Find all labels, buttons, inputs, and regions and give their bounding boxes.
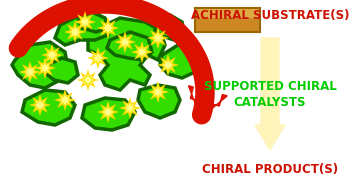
Polygon shape [102,106,114,118]
Polygon shape [54,89,76,111]
Polygon shape [157,54,179,76]
Polygon shape [124,102,136,114]
Polygon shape [22,90,75,125]
Polygon shape [152,86,164,98]
Polygon shape [136,46,148,58]
Polygon shape [92,52,104,64]
Polygon shape [160,45,198,78]
Polygon shape [79,16,91,28]
Polygon shape [87,47,109,69]
Polygon shape [147,27,169,49]
Polygon shape [152,32,164,44]
Polygon shape [64,21,86,43]
Polygon shape [34,99,46,111]
Polygon shape [46,49,58,61]
Polygon shape [155,15,185,40]
Polygon shape [196,9,259,18]
Polygon shape [74,11,96,33]
Polygon shape [82,98,135,130]
Polygon shape [12,42,68,88]
Polygon shape [119,36,131,48]
Polygon shape [59,94,71,106]
Polygon shape [107,32,152,60]
Text: SUPPORTED CHIRAL
CATALYSTS: SUPPORTED CHIRAL CATALYSTS [204,80,337,108]
Polygon shape [24,66,36,78]
Polygon shape [45,58,78,83]
Polygon shape [114,31,136,53]
Polygon shape [29,94,51,116]
Polygon shape [41,44,63,66]
Polygon shape [119,97,141,119]
Polygon shape [131,41,153,63]
Text: ACHIRAL SUBSTRATE(S): ACHIRAL SUBSTRATE(S) [191,9,349,22]
Polygon shape [39,62,51,74]
Polygon shape [147,81,169,103]
Polygon shape [34,57,56,79]
Polygon shape [102,22,114,34]
Polygon shape [162,59,174,71]
Polygon shape [19,61,41,83]
Text: CHIRAL PRODUCT(S): CHIRAL PRODUCT(S) [202,163,338,177]
Polygon shape [138,85,180,118]
FancyArrow shape [188,86,227,118]
Polygon shape [69,26,81,38]
Polygon shape [77,69,99,91]
Polygon shape [88,18,165,90]
Polygon shape [97,17,119,39]
Polygon shape [55,15,108,45]
Polygon shape [78,12,108,32]
Polygon shape [97,101,119,123]
Polygon shape [195,8,260,32]
FancyArrow shape [255,38,285,150]
Polygon shape [82,74,94,86]
